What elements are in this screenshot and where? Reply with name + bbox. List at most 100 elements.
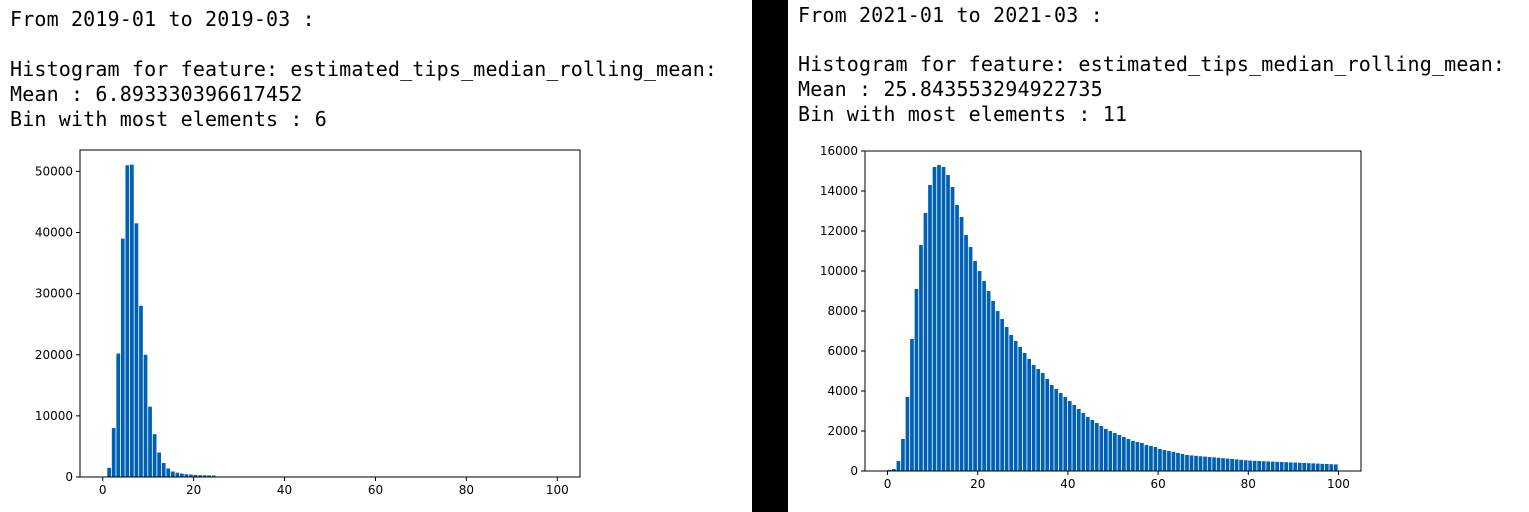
histogram-bar [1234, 459, 1239, 471]
histogram-bar [1040, 373, 1045, 471]
histogram-bar [1027, 359, 1032, 471]
histogram-bar [950, 187, 955, 471]
histogram-bar [161, 462, 166, 477]
histogram-bar [937, 165, 941, 471]
x-tick-label: 40 [277, 483, 292, 497]
histogram-bar [919, 245, 923, 471]
histogram-bar [1225, 458, 1230, 471]
x-tick-label: 80 [459, 483, 474, 497]
histogram-bar [125, 165, 130, 477]
histogram-bar [1324, 464, 1329, 471]
histogram-bar [1198, 456, 1203, 471]
histogram-bar [1058, 393, 1063, 471]
histogram-bar [120, 238, 125, 477]
x-tick-label: 20 [970, 477, 985, 491]
histogram-bar [973, 261, 977, 471]
histogram-bar [1279, 462, 1284, 471]
histogram-bar [157, 452, 162, 477]
histogram-bar [1072, 405, 1077, 471]
histogram-bar [175, 472, 180, 477]
right-output-panel: From 2021-01 to 2021-03 : Histogram for … [788, 0, 1529, 512]
histogram-bar [914, 289, 919, 471]
histogram-bar [959, 217, 964, 471]
histogram-bar [968, 247, 973, 471]
histogram-bar [1230, 459, 1234, 471]
histogram-bar [1216, 457, 1221, 471]
histogram-bar [180, 473, 184, 477]
histogram-bar [1252, 460, 1257, 471]
histogram-bar [1144, 445, 1149, 471]
histogram-bar [1284, 462, 1289, 471]
histogram-bar [1270, 461, 1275, 471]
histogram-bar [143, 354, 148, 477]
histogram-bar [1140, 443, 1144, 471]
date-range-text: From 2019-01 to 2019-03 : [10, 7, 315, 31]
histogram-bar [1085, 417, 1090, 471]
x-tick-label: 100 [546, 483, 569, 497]
histogram-bar [1090, 420, 1095, 471]
histogram-chart: 0 20 40 60 80 100 0 10000 20000 30000 40000 50000 [35, 149, 581, 497]
x-tick-label: 60 [1150, 477, 1165, 491]
histogram-bar [928, 185, 932, 471]
y-tick-label: 8000 [827, 304, 858, 318]
histogram-bar [1257, 461, 1261, 471]
histogram-bar [892, 469, 896, 471]
mean-text: Mean : 25.843553294922735 [798, 77, 1103, 101]
histogram-bar [1031, 365, 1036, 471]
left-output-panel: From 2019-01 to 2019-03 : Histogram for … [0, 0, 752, 512]
histogram-bar [1212, 457, 1216, 471]
histogram-bar [170, 471, 175, 477]
histogram-bar [1103, 429, 1108, 471]
histogram-bar [1153, 447, 1158, 471]
histogram-bar [130, 164, 134, 477]
date-range-text: From 2021-01 to 2021-03 : [798, 3, 1103, 27]
histogram-bar [1311, 463, 1316, 471]
y-tick-label: 12000 [820, 224, 858, 238]
histogram-bar [1333, 464, 1338, 471]
x-tick-label: 80 [1241, 477, 1256, 491]
histogram-bar [1275, 461, 1280, 471]
x-tick-label: 0 [99, 483, 107, 497]
max-bin-text: Bin with most elements : 11 [798, 102, 1128, 126]
histogram-bar [166, 468, 171, 477]
bars-group [107, 164, 216, 477]
histogram-bar [1248, 460, 1252, 471]
histogram-bar [1131, 441, 1135, 471]
y-tick-label: 14000 [820, 184, 858, 198]
histogram-bar [1293, 462, 1298, 471]
histogram-bar [1113, 433, 1117, 471]
y-tick-label: 20000 [35, 348, 73, 362]
y-tick-label: 30000 [35, 287, 73, 301]
histogram-bar [1239, 459, 1243, 471]
histogram-bar [134, 223, 139, 477]
histogram-bar [1108, 431, 1113, 471]
histogram-bar [1099, 426, 1104, 471]
histogram-bar [1243, 460, 1248, 471]
histogram-bar [1049, 385, 1054, 471]
histogram-bar [198, 475, 202, 477]
histogram-bar [901, 439, 905, 471]
histogram-bar [1320, 463, 1325, 471]
histogram-bar [1302, 463, 1307, 471]
histogram-bar [193, 474, 198, 477]
x-tick-label: 60 [368, 483, 383, 497]
histogram-bar [923, 213, 928, 471]
histogram-bar [955, 205, 959, 471]
histogram-bar [995, 311, 1000, 471]
histogram-bar [1207, 457, 1212, 471]
y-tick-label: 10000 [820, 264, 858, 278]
histogram-bar [1176, 453, 1180, 471]
histogram-bar [1122, 437, 1126, 471]
histogram-bar [1081, 413, 1086, 471]
histogram-bar [207, 475, 212, 477]
histogram-bar [964, 235, 968, 471]
x-tick-label: 40 [1060, 477, 1075, 491]
histogram-bar [946, 175, 950, 471]
panel-divider [752, 0, 788, 512]
histogram-bar [111, 428, 116, 477]
x-tick-label: 100 [1327, 477, 1350, 491]
histogram-bar [986, 291, 991, 471]
histogram-bar [1167, 451, 1171, 471]
histogram-bar [941, 167, 946, 471]
y-tick-label: 0 [850, 464, 858, 478]
